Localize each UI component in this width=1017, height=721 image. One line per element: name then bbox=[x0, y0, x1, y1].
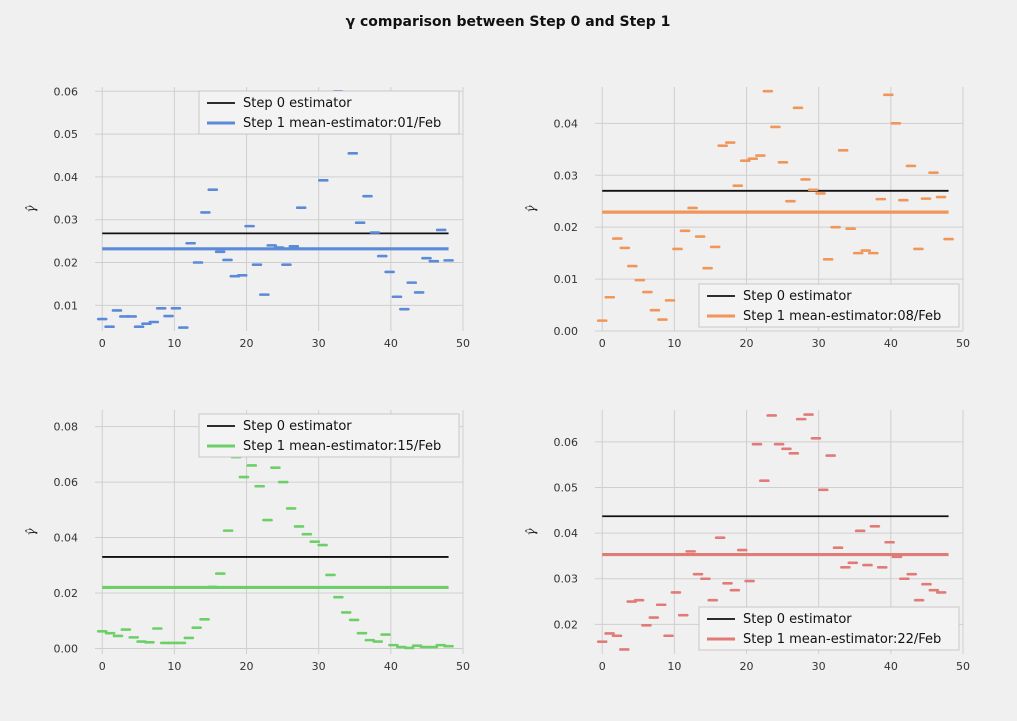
y-tick-label: 0.00 bbox=[554, 325, 579, 338]
y-tick-label: 0.00 bbox=[54, 642, 79, 655]
y-axis-label: γ̂ bbox=[524, 528, 538, 536]
x-tick-label: 50 bbox=[456, 660, 470, 673]
legend-step1-label: Step 1 mean-estimator:22/Feb bbox=[743, 632, 941, 647]
x-tick-label: 50 bbox=[956, 660, 970, 673]
x-tick-label: 40 bbox=[384, 660, 398, 673]
legend: Step 0 estimator Step 1 mean-estimator:08… bbox=[698, 283, 960, 328]
legend-box bbox=[198, 413, 460, 458]
x-tick-label: 0 bbox=[599, 337, 606, 350]
y-tick-label: 0.03 bbox=[54, 214, 79, 227]
x-tick-label: 30 bbox=[812, 337, 826, 350]
y-tick-label: 0.04 bbox=[54, 532, 79, 545]
legend-step0-label: Step 0 estimator bbox=[243, 419, 352, 434]
x-tick-label: 40 bbox=[884, 337, 898, 350]
x-tick-label: 40 bbox=[884, 660, 898, 673]
chart-panel-4: 0 10 20 30 40 50 0.02 0.03 0.04 0.05 0.06 γ̂ Step 0 … bbox=[524, 410, 970, 673]
x-tick-label: 10 bbox=[667, 337, 681, 350]
y-axis-label: γ̂ bbox=[24, 205, 38, 213]
x-tick-label: 20 bbox=[240, 337, 254, 350]
legend: Step 0 estimator Step 1 mean-estimator:15… bbox=[198, 413, 460, 458]
figure-title: γ comparison between Step 0 and Step 1 bbox=[346, 14, 671, 30]
legend-box bbox=[698, 606, 960, 651]
y-tick-label: 0.04 bbox=[554, 117, 579, 130]
x-tick-label: 20 bbox=[240, 660, 254, 673]
y-tick-label: 0.06 bbox=[554, 436, 579, 449]
legend-step1-label: Step 1 mean-estimator:01/Feb bbox=[243, 116, 441, 131]
legend-box bbox=[698, 283, 960, 328]
y-tick-label: 0.05 bbox=[554, 482, 579, 495]
chart-panel-2: 0 10 20 30 40 50 0.00 0.01 0.02 0.03 0.04 γ̂ Step 0 … bbox=[524, 87, 970, 350]
x-tick-label: 10 bbox=[167, 337, 181, 350]
y-tick-label: 0.04 bbox=[554, 527, 579, 540]
y-tick-label: 0.06 bbox=[54, 476, 79, 489]
legend: Step 0 estimator Step 1 mean-estimator:01… bbox=[198, 90, 460, 135]
x-tick-label: 30 bbox=[812, 660, 826, 673]
y-tick-label: 0.03 bbox=[554, 573, 579, 586]
legend-step0-label: Step 0 estimator bbox=[743, 612, 852, 627]
x-tick-label: 40 bbox=[384, 337, 398, 350]
x-tick-label: 0 bbox=[99, 660, 106, 673]
x-tick-label: 50 bbox=[956, 337, 970, 350]
y-tick-label: 0.03 bbox=[554, 169, 579, 182]
y-axis-label: γ̂ bbox=[524, 205, 538, 213]
legend-step1-label: Step 1 mean-estimator:08/Feb bbox=[743, 309, 941, 324]
y-tick-label: 0.02 bbox=[54, 587, 79, 600]
y-tick-label: 0.02 bbox=[554, 618, 579, 631]
x-tick-label: 50 bbox=[456, 337, 470, 350]
legend-step0-label: Step 0 estimator bbox=[743, 289, 852, 304]
y-tick-label: 0.02 bbox=[554, 221, 579, 234]
legend-step0-label: Step 0 estimator bbox=[243, 96, 352, 111]
x-tick-label: 20 bbox=[740, 660, 754, 673]
x-tick-label: 20 bbox=[740, 337, 754, 350]
legend-step1-label: Step 1 mean-estimator:15/Feb bbox=[243, 439, 441, 454]
chart-panel-3: 0 10 20 30 40 50 0.00 0.02 0.04 0.06 0.08 γ̂ Step 0 … bbox=[24, 410, 470, 673]
legend: Step 0 estimator Step 1 mean-estimator:22… bbox=[698, 606, 960, 651]
y-tick-label: 0.01 bbox=[554, 273, 579, 286]
y-tick-label: 0.04 bbox=[54, 171, 79, 184]
x-tick-label: 30 bbox=[312, 660, 326, 673]
x-tick-label: 30 bbox=[312, 337, 326, 350]
x-tick-label: 10 bbox=[667, 660, 681, 673]
y-tick-label: 0.01 bbox=[54, 299, 79, 312]
y-axis-label: γ̂ bbox=[24, 528, 38, 536]
x-tick-label: 0 bbox=[99, 337, 106, 350]
y-tick-label: 0.05 bbox=[54, 128, 79, 141]
x-tick-label: 10 bbox=[167, 660, 181, 673]
y-tick-label: 0.06 bbox=[54, 85, 79, 98]
chart-panel-1: 0 10 20 30 40 50 0.01 0.02 0.03 0.04 0.05 0.06 γ̂ Ste… bbox=[24, 85, 470, 350]
legend-box bbox=[198, 90, 460, 135]
y-tick-label: 0.08 bbox=[54, 421, 79, 434]
x-tick-label: 0 bbox=[599, 660, 606, 673]
y-tick-label: 0.02 bbox=[54, 257, 79, 270]
